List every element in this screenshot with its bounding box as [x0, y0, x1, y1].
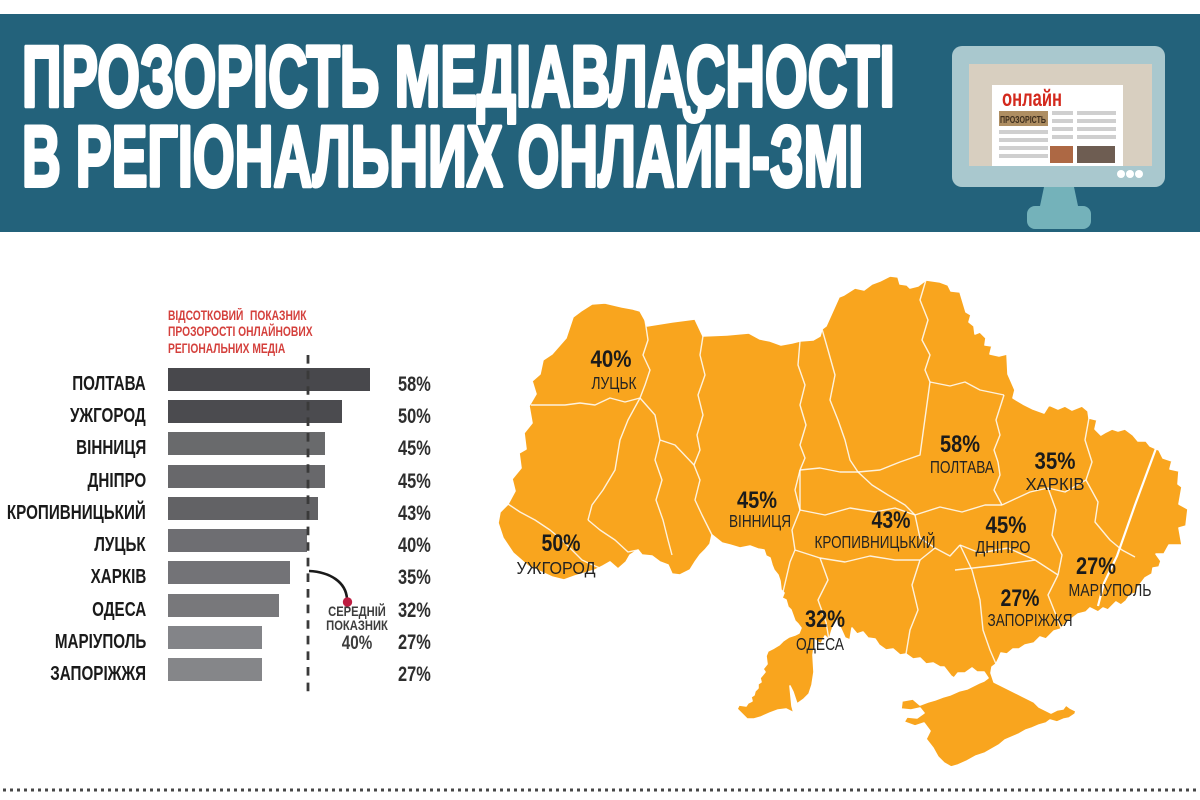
svg-text:32%: 32%: [805, 606, 845, 633]
svg-text:50%: 50%: [542, 530, 581, 557]
svg-text:ОДЕСА: ОДЕСА: [796, 634, 844, 654]
svg-text:45%: 45%: [986, 512, 1027, 539]
svg-text:35%: 35%: [1035, 448, 1076, 475]
svg-text:ХАРКІВ: ХАРКІВ: [1026, 474, 1085, 494]
svg-text:27%: 27%: [1001, 585, 1040, 612]
svg-text:ДНІПРО: ДНІПРО: [976, 537, 1031, 557]
svg-text:ПОЛТАВА: ПОЛТАВА: [930, 457, 994, 477]
svg-text:45%: 45%: [737, 487, 777, 514]
svg-text:ЛУЦЬК: ЛУЦЬК: [592, 373, 638, 393]
svg-text:58%: 58%: [940, 431, 980, 458]
svg-text:ПРОЗОРІСТЬ МЕДІАВЛАСНОСТІ: ПРОЗОРІСТЬ МЕДІАВЛАСНОСТІ: [22, 30, 895, 125]
svg-text:МАРІУПОЛЬ: МАРІУПОЛЬ: [1069, 580, 1152, 600]
svg-text:43%: 43%: [872, 507, 911, 534]
svg-text:ЗАПОРІЖЖЯ: ЗАПОРІЖЖЯ: [988, 610, 1073, 630]
svg-text:онлайн: онлайн: [1002, 85, 1062, 111]
svg-text:27%: 27%: [1076, 553, 1116, 580]
svg-text:40%: 40%: [591, 346, 632, 373]
svg-text:УЖГОРОД: УЖГОРОД: [517, 558, 596, 578]
svg-text:ПРОЗОРІСТЬ: ПРОЗОРІСТЬ: [1000, 115, 1046, 126]
svg-text:ВІННИЦЯ: ВІННИЦЯ: [729, 511, 791, 531]
svg-text:КРОПИВНИЦЬКИЙ: КРОПИВНИЦЬКИЙ: [815, 531, 936, 552]
svg-text:В РЕГІОНАЛЬНИХ ОНЛАЙН-ЗМІ: В РЕГІОНАЛЬНИХ ОНЛАЙН-ЗМІ: [22, 107, 863, 205]
